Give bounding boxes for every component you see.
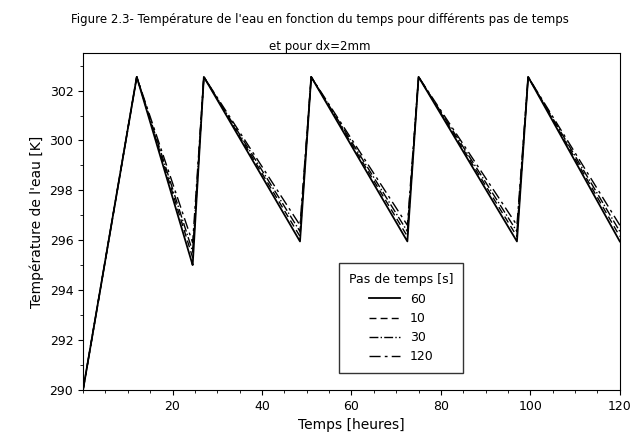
30 <box>79 387 87 392</box>
30 <box>422 85 429 91</box>
120 <box>133 74 141 80</box>
60 <box>79 387 87 392</box>
10 <box>615 232 622 237</box>
10 <box>609 221 617 226</box>
120 <box>79 387 87 392</box>
Line: 120: 120 <box>83 77 620 390</box>
10 <box>79 387 87 392</box>
30 <box>133 74 141 80</box>
120 <box>321 95 328 100</box>
60 <box>609 225 617 231</box>
Line: 30: 30 <box>83 77 620 390</box>
60 <box>560 140 568 145</box>
Text: et pour dx=2mm: et pour dx=2mm <box>269 40 370 53</box>
120 <box>546 109 553 114</box>
60 <box>133 74 141 80</box>
10 <box>321 96 328 101</box>
30 <box>546 110 553 116</box>
60 <box>616 239 624 244</box>
Y-axis label: Température de l'eau [K]: Température de l'eau [K] <box>29 136 44 307</box>
60 <box>321 97 328 102</box>
Line: 60: 60 <box>83 77 620 390</box>
60 <box>615 237 622 242</box>
10 <box>133 74 141 80</box>
120 <box>422 85 429 90</box>
10 <box>616 234 624 239</box>
Text: Figure 2.3- Température de l'eau en fonction du temps pour différents pas de tem: Figure 2.3- Température de l'eau en fonc… <box>70 13 569 26</box>
120 <box>615 221 622 226</box>
30 <box>321 96 328 101</box>
120 <box>616 222 624 228</box>
Line: 10: 10 <box>83 77 620 390</box>
60 <box>546 113 553 118</box>
10 <box>560 137 568 143</box>
120 <box>560 133 568 138</box>
30 <box>560 136 568 141</box>
120 <box>609 211 617 216</box>
30 <box>616 229 624 234</box>
30 <box>609 217 617 222</box>
60 <box>422 86 429 91</box>
10 <box>422 86 429 91</box>
30 <box>615 227 622 232</box>
Legend: 60, 10, 30, 120: 60, 10, 30, 120 <box>339 264 463 373</box>
10 <box>546 111 553 117</box>
X-axis label: Temps [heures]: Temps [heures] <box>298 418 404 432</box>
